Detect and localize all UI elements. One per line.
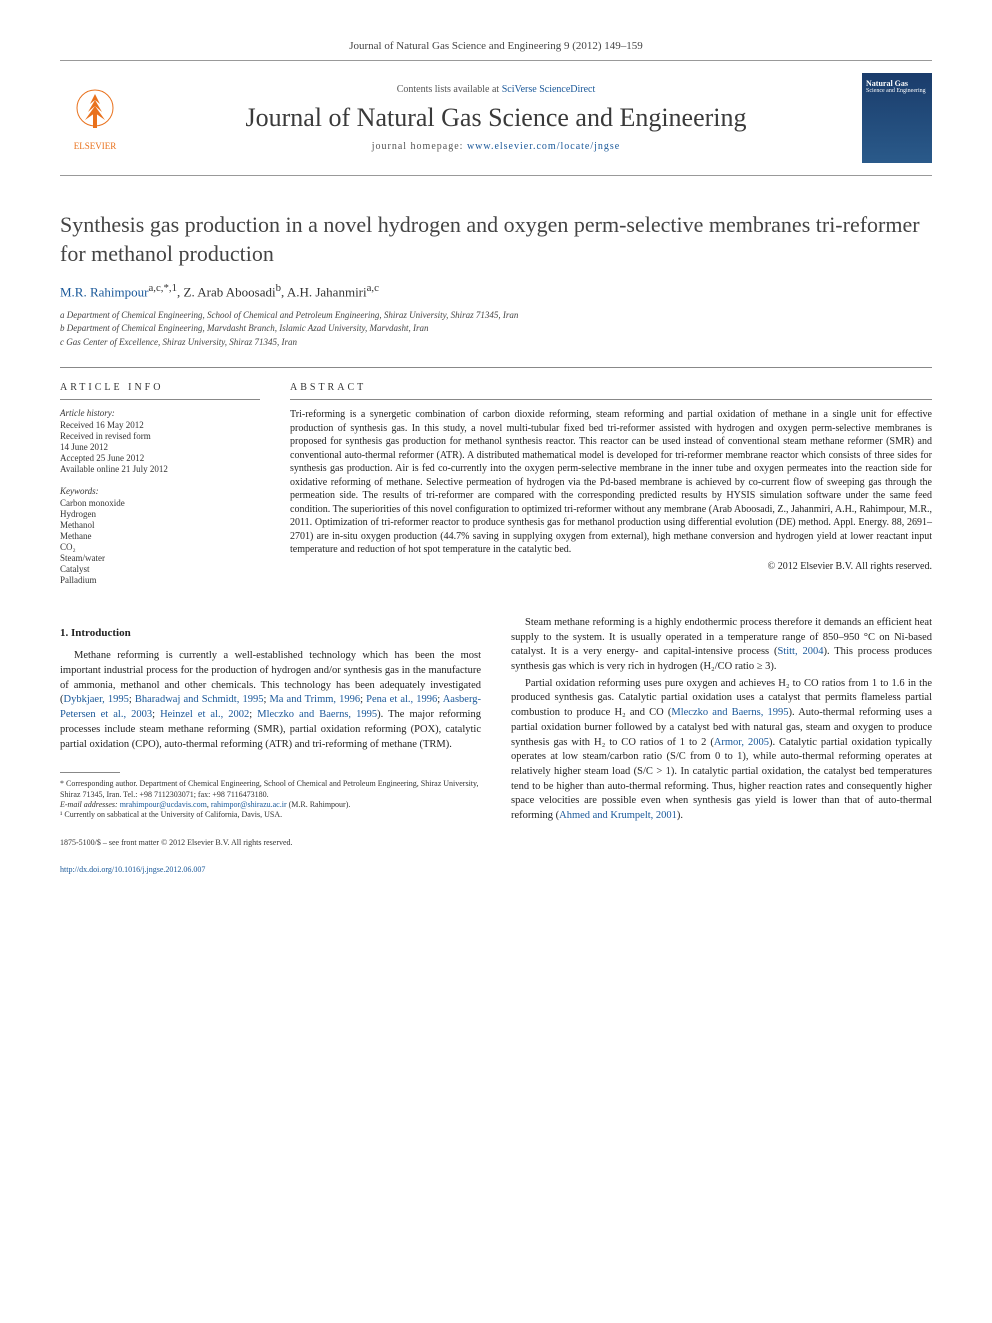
ref-stitt[interactable]: Stitt, 2004 xyxy=(777,646,823,657)
body-col-right: Steam methane reforming is a highly endo… xyxy=(511,616,932,875)
journal-citation: Journal of Natural Gas Science and Engin… xyxy=(60,40,932,52)
c2p2-end: ). xyxy=(677,810,683,821)
tree-icon xyxy=(70,86,120,141)
col2-para-2: Partial oxidation reforming uses pure ox… xyxy=(511,677,932,824)
keyword-2: Methanol xyxy=(60,520,260,530)
history-label: Article history: xyxy=(60,408,260,418)
col2-para-1: Steam methane reforming is a highly endo… xyxy=(511,616,932,675)
ref-bharadwaj[interactable]: Bharadwaj and Schmidt, 1995 xyxy=(135,694,264,705)
body-col-left: 1. Introduction Methane reforming is cur… xyxy=(60,616,481,875)
footnote-corr: * Corresponding author. Department of Ch… xyxy=(60,779,481,800)
history-revised-date: 14 June 2012 xyxy=(60,442,260,452)
banner-center: Contents lists available at SciVerse Sci… xyxy=(150,84,842,152)
author-1[interactable]: M.R. Rahimpour xyxy=(60,285,148,300)
keyword-3: Methane xyxy=(60,531,260,541)
c2p2-post: ). Catalytic partial oxidation typically… xyxy=(511,737,932,821)
info-heading: ARTICLE INFO xyxy=(60,382,260,400)
email-post: (M.R. Rahimpour). xyxy=(287,800,351,809)
elsevier-logo: ELSEVIER xyxy=(60,78,130,158)
ref-mleczko[interactable]: Mleczko and Baerns, 1995 xyxy=(257,709,377,720)
authors: M.R. Rahimpoura,c,*,1, Z. Arab Aboosadib… xyxy=(60,282,932,300)
contents-prefix: Contents lists available at xyxy=(397,84,502,95)
section-title: Introduction xyxy=(71,627,131,639)
section-num: 1. xyxy=(60,627,68,639)
affiliations: a Department of Chemical Engineering, Sc… xyxy=(60,309,932,350)
doi-link[interactable]: http://dx.doi.org/10.1016/j.jngse.2012.0… xyxy=(60,865,205,874)
keywords-label: Keywords: xyxy=(60,486,260,496)
homepage-line: journal homepage: www.elsevier.com/locat… xyxy=(150,141,842,152)
keyword-1: Hydrogen xyxy=(60,509,260,519)
keyword-7: Palladium xyxy=(60,575,260,585)
keyword-5: Steam/water xyxy=(60,553,260,563)
info-abstract-row: ARTICLE INFO Article history: Received 1… xyxy=(60,367,932,586)
abstract-text: Tri-reforming is a synergetic combinatio… xyxy=(290,408,932,557)
journal-banner: ELSEVIER Contents lists available at Sci… xyxy=(60,60,932,176)
ref-dybkjaer[interactable]: Dybkjaer, 1995 xyxy=(64,694,129,705)
affiliation-c: c Gas Center of Excellence, Shiraz Unive… xyxy=(60,336,932,350)
ref-ahmed[interactable]: Ahmed and Krumpelt, 2001 xyxy=(559,810,677,821)
doi-line: http://dx.doi.org/10.1016/j.jngse.2012.0… xyxy=(60,864,481,875)
abstract-block: ABSTRACT Tri-reforming is a synergetic c… xyxy=(290,382,932,586)
issn-line: 1875-5100/$ – see front matter © 2012 El… xyxy=(60,837,481,848)
history-online: Available online 21 July 2012 xyxy=(60,464,260,474)
abstract-heading: ABSTRACT xyxy=(290,382,932,400)
history-received: Received 16 May 2012 xyxy=(60,420,260,430)
ref-armor[interactable]: Armor, 2005 xyxy=(714,737,769,748)
homepage-prefix: journal homepage: xyxy=(372,141,467,152)
article-title: Synthesis gas production in a novel hydr… xyxy=(60,211,932,268)
footnote-email: E-mail addresses: mrahimpour@ucdavis.com… xyxy=(60,800,481,810)
cover-title: Natural Gas xyxy=(866,79,928,88)
keyword-0: Carbon monoxide xyxy=(60,498,260,508)
ref-heinzel[interactable]: Heinzel et al., 2002 xyxy=(160,709,249,720)
author-3-sup: a,c xyxy=(367,282,379,294)
body-columns: 1. Introduction Methane reforming is cur… xyxy=(60,616,932,875)
email-label: E-mail addresses: xyxy=(60,800,120,809)
homepage-link[interactable]: www.elsevier.com/locate/jngse xyxy=(467,141,620,152)
copyright: © 2012 Elsevier B.V. All rights reserved… xyxy=(290,561,932,572)
keyword-4: CO₂ xyxy=(60,542,260,552)
journal-name: Journal of Natural Gas Science and Engin… xyxy=(150,103,842,133)
email-link-1[interactable]: mrahimpour@ucdavis.com xyxy=(120,800,207,809)
email-link-2[interactable]: rahimpor@shirazu.ac.ir xyxy=(211,800,287,809)
ref-ma[interactable]: Ma and Trimm, 1996 xyxy=(269,694,360,705)
contents-line: Contents lists available at SciVerse Sci… xyxy=(150,84,842,95)
history-accepted: Accepted 25 June 2012 xyxy=(60,453,260,463)
elsevier-label: ELSEVIER xyxy=(74,141,117,151)
affiliation-b: b Department of Chemical Engineering, Ma… xyxy=(60,322,932,336)
affiliation-a: a Department of Chemical Engineering, Sc… xyxy=(60,309,932,323)
author-2: , Z. Arab Aboosadi xyxy=(177,285,276,300)
history-revised: Received in revised form xyxy=(60,431,260,441)
scidirect-link[interactable]: SciVerse ScienceDirect xyxy=(502,84,596,95)
ref-mleczko2[interactable]: Mleczko and Baerns, 1995 xyxy=(671,707,788,718)
article-info: ARTICLE INFO Article history: Received 1… xyxy=(60,382,260,586)
keyword-6: Catalyst xyxy=(60,564,260,574)
journal-cover: Natural Gas Science and Engineering xyxy=(862,73,932,163)
footnote-sabbatical: ¹ Currently on sabbatical at the Univers… xyxy=(60,810,481,820)
intro-para-1: Methane reforming is currently a well-es… xyxy=(60,649,481,752)
cover-subtitle: Science and Engineering xyxy=(866,88,928,94)
author-3: , A.H. Jahanmiri xyxy=(281,285,367,300)
section-1-heading: 1. Introduction xyxy=(60,626,481,641)
ref-pena[interactable]: Pena et al., 1996 xyxy=(366,694,437,705)
author-1-sup: a,c,*,1 xyxy=(148,282,177,294)
footnote-rule xyxy=(60,772,120,773)
